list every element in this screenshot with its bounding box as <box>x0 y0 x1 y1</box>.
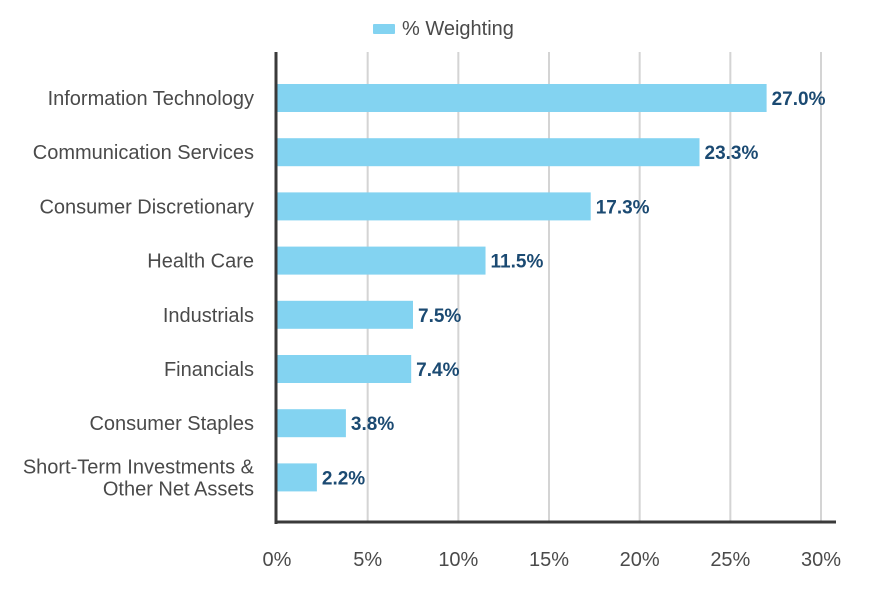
category-label-line: Industrials <box>163 305 254 327</box>
category-label-line: Financials <box>164 359 254 381</box>
x-tick-label: 20% <box>620 549 660 571</box>
data-label: 2.2% <box>322 468 365 489</box>
category-label-line: Other Net Assets <box>103 478 254 500</box>
data-label: 3.8% <box>351 414 394 435</box>
category-label-line: Short-Term Investments & <box>23 456 255 478</box>
data-label: 17.3% <box>596 197 650 218</box>
data-labels: 27.0% 23.3% 17.3% 11.5% 7.5% 7.4% 3.8% 2.2% <box>322 89 826 489</box>
data-label: 11.5% <box>491 252 544 273</box>
x-tick-label: 5% <box>353 549 382 571</box>
category-label: Information Technology <box>48 88 254 110</box>
x-tick-label: 0% <box>263 549 292 571</box>
category-label-line: Consumer Discretionary <box>39 196 254 218</box>
legend-label: % Weighting <box>402 18 514 40</box>
category-label: Short-Term Investments & Other Net Assets <box>23 456 255 500</box>
category-label: Consumer Discretionary <box>39 196 254 218</box>
legend: % Weighting <box>373 18 514 40</box>
category-label: Health Care <box>147 251 254 273</box>
legend-swatch <box>373 24 395 34</box>
bars <box>277 84 767 492</box>
bar <box>277 355 412 383</box>
bar <box>277 138 700 167</box>
bar <box>277 192 591 221</box>
category-label-line: Health Care <box>147 251 254 273</box>
data-label: 27.0% <box>772 89 826 110</box>
bar <box>277 463 317 492</box>
data-label: 7.5% <box>418 306 461 327</box>
category-label: Financials <box>164 359 254 381</box>
bar <box>277 409 346 438</box>
data-label: 23.3% <box>705 143 759 164</box>
category-label: Communication Services <box>33 142 254 164</box>
x-tick-label: 15% <box>529 549 569 571</box>
x-tick-label: 10% <box>438 549 478 571</box>
x-tick-label: 25% <box>710 549 750 571</box>
gridlines <box>366 52 822 522</box>
category-label-line: Consumer Staples <box>89 413 254 435</box>
category-label-line: Communication Services <box>33 142 254 164</box>
axes <box>274 52 836 524</box>
category-label: Consumer Staples <box>89 413 254 435</box>
bar <box>277 300 413 329</box>
x-tick-labels: 0% 5% 10% 15% 20% 25% 30% <box>263 549 842 571</box>
bar <box>277 84 767 112</box>
category-label-line: Information Technology <box>48 88 254 110</box>
bar <box>277 246 486 275</box>
data-label: 7.4% <box>416 360 459 381</box>
x-tick-label: 30% <box>801 549 841 571</box>
category-label: Industrials <box>163 305 254 327</box>
category-labels: Information Technology Communication Serv… <box>23 88 255 500</box>
